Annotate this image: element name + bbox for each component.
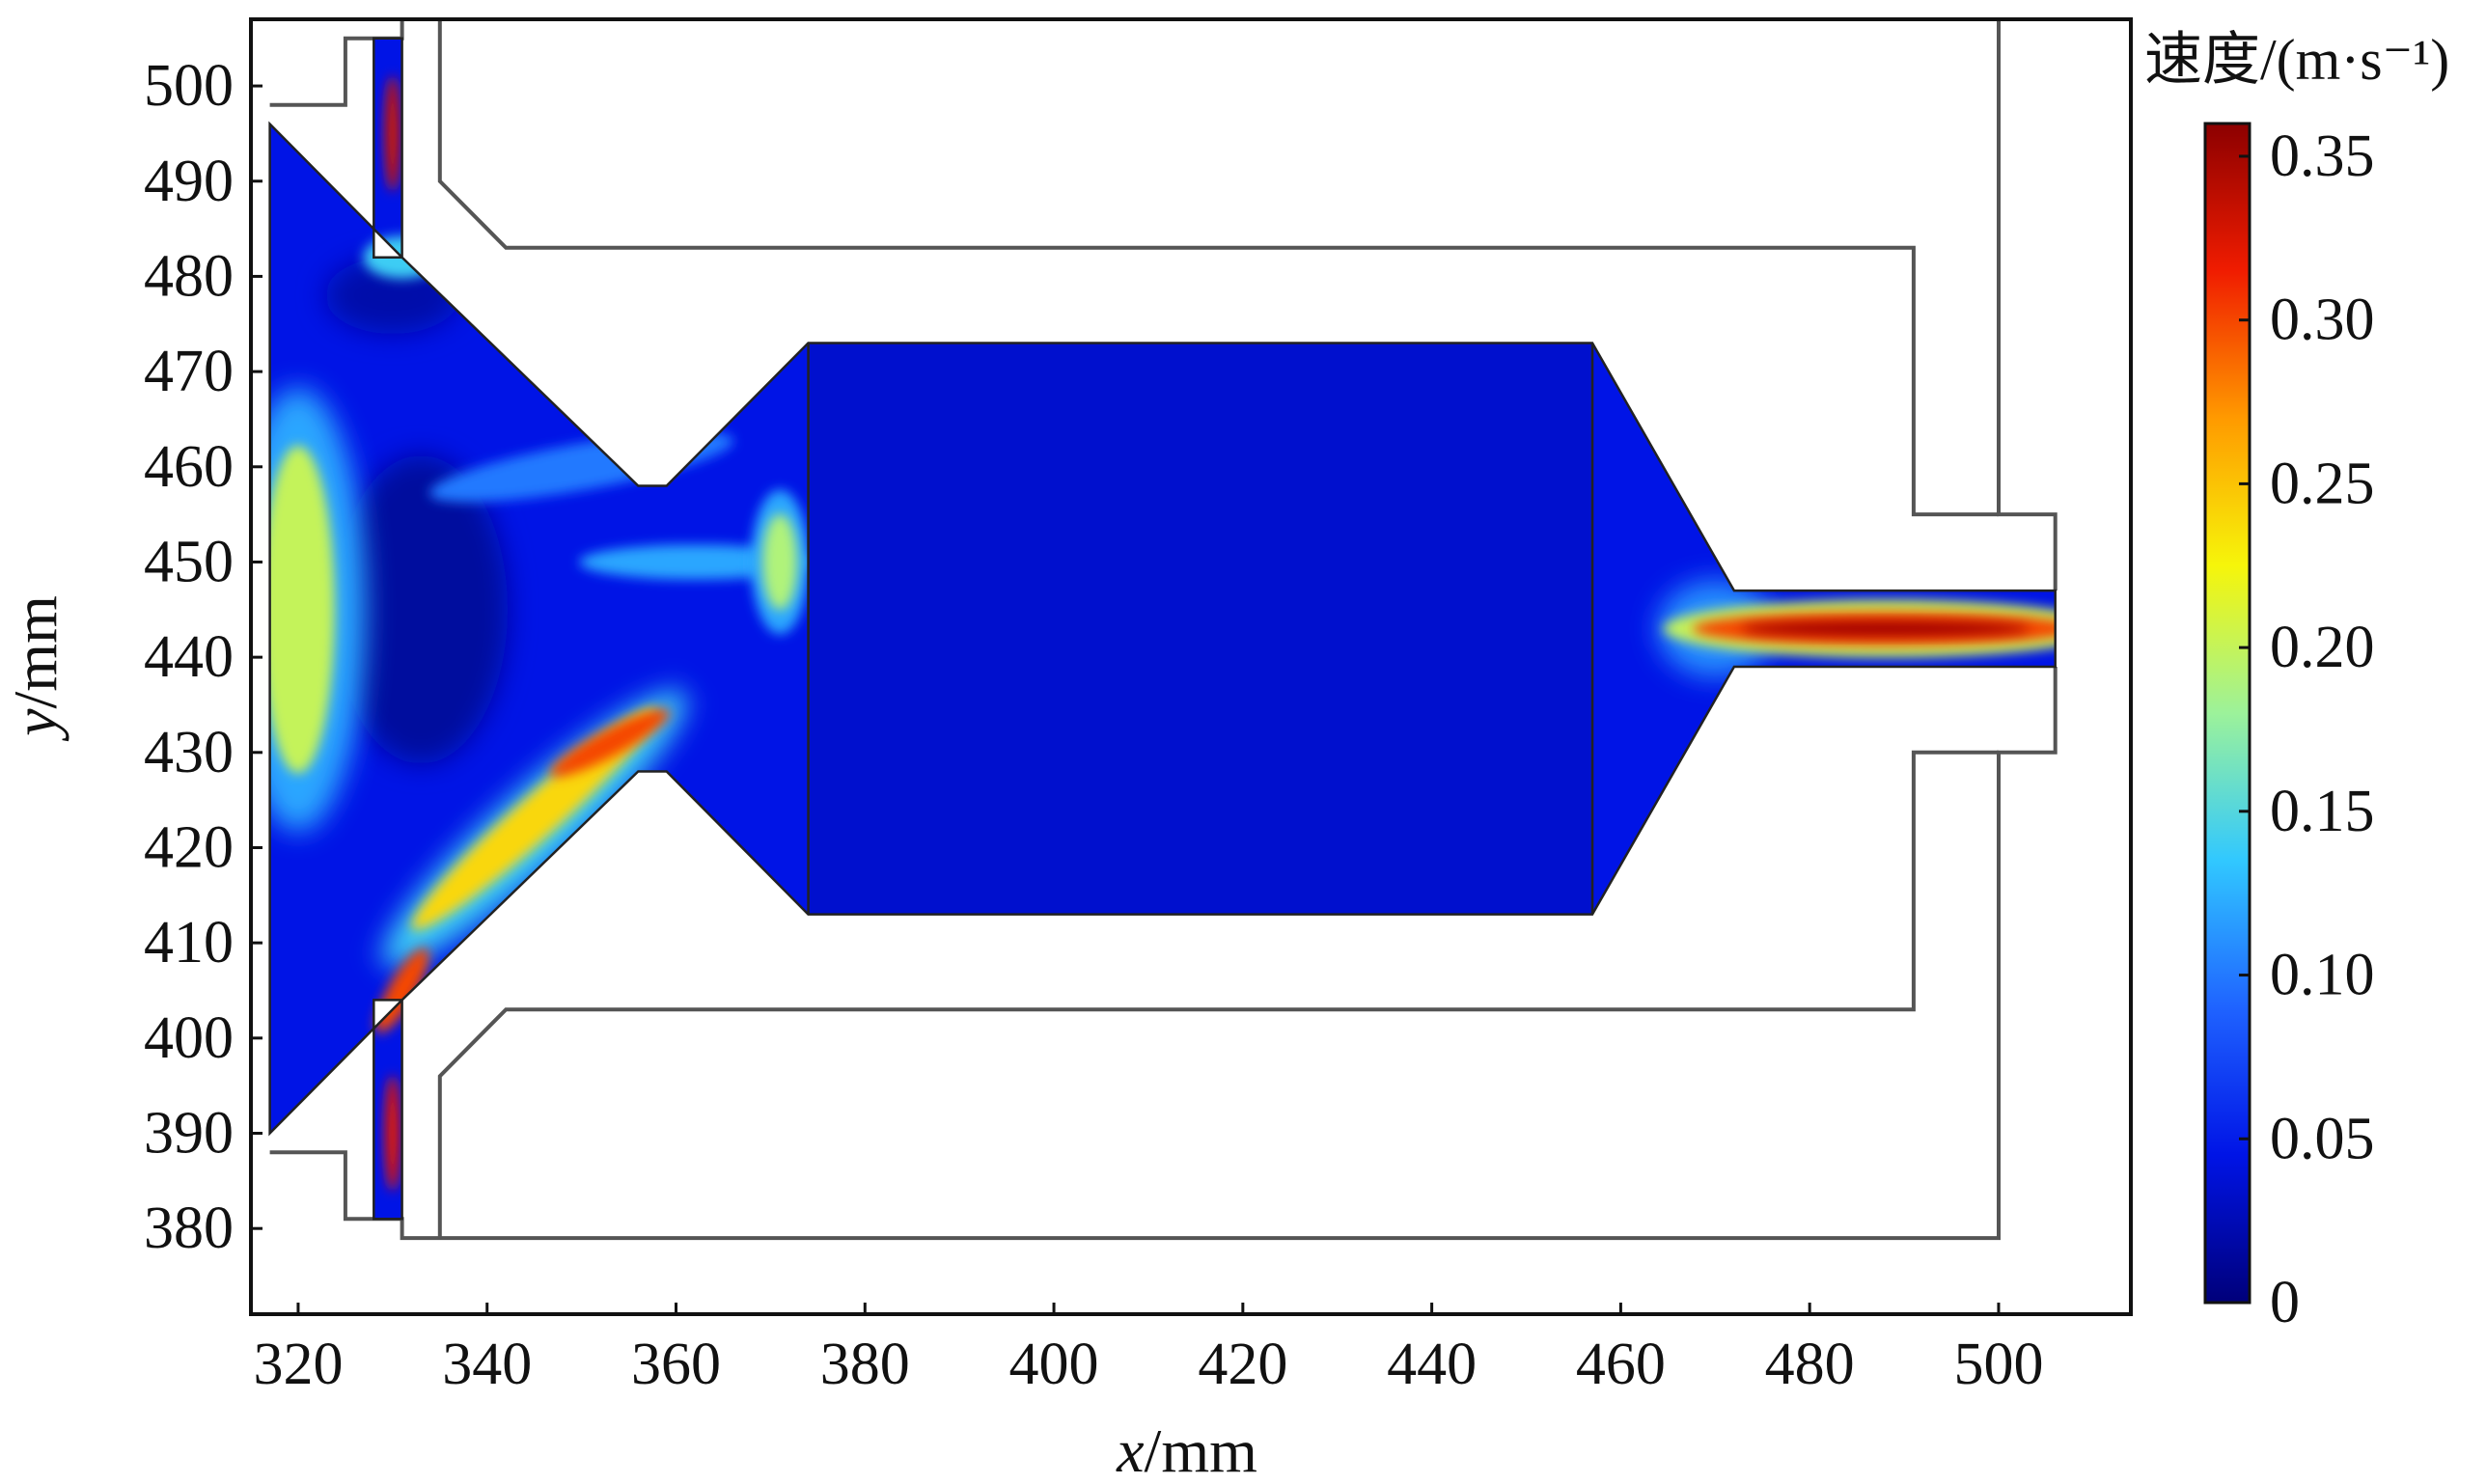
flow-left-wall-band-core <box>269 445 335 774</box>
colorbar-tick-label: 0.25 <box>2270 451 2375 516</box>
x-tick-label: 420 <box>1198 1332 1287 1397</box>
colorbar-title: 速度/(m·s⁻¹) <box>2144 28 2449 92</box>
colorbar-tick-label: 0.05 <box>2270 1106 2375 1171</box>
x-tick-label: 380 <box>820 1332 910 1397</box>
colorbar-tick-label: 0.20 <box>2270 615 2375 680</box>
colorbar-tick-label: 0.35 <box>2270 124 2375 189</box>
housing-upper-inner <box>437 19 1999 517</box>
flow-low-speed-core <box>334 454 509 764</box>
y-tick-label: 380 <box>144 1195 234 1261</box>
y-tick-label: 470 <box>144 339 234 404</box>
flow-filter-body <box>808 343 1593 915</box>
colorbar-ticks: 0 0.05 0.10 0.15 0.20 0.25 0.30 0.35 <box>2239 124 2375 1335</box>
y-tick-label: 480 <box>144 243 234 309</box>
housing-lower-inner <box>437 750 1999 1239</box>
flow-throat-lobe-core <box>762 513 798 611</box>
colorbar-tick-label: 0.15 <box>2270 779 2375 844</box>
housing-lower-outline <box>269 667 2058 1241</box>
x-tick-label: 460 <box>1576 1332 1666 1397</box>
x-axis: 320 340 360 380 400 420 440 460 480 500 <box>253 1303 2043 1397</box>
colorbar: 速度/(m·s⁻¹) 0 0.05 0.10 0.15 0.20 0.25 0.30 0.35 <box>2144 28 2449 1335</box>
y-axis-var: y <box>1 708 69 742</box>
housing-outline <box>269 19 2058 1241</box>
y-tick-label: 450 <box>144 529 234 594</box>
colorbar-tick-label: 0.30 <box>2270 288 2375 353</box>
flow-domain-outline <box>268 37 2057 1221</box>
y-tick-label: 500 <box>144 53 234 119</box>
colorbar-tick-label: 0 <box>2270 1270 2300 1335</box>
y-tick-label: 390 <box>144 1101 234 1167</box>
y-tick-label: 400 <box>144 1005 234 1071</box>
x-tick-label: 340 <box>442 1332 532 1397</box>
inlet-channel-edge <box>373 37 403 259</box>
flow-lower-jet-core <box>549 708 671 778</box>
housing-upper-outline <box>269 19 2058 591</box>
x-tick-label: 480 <box>1765 1332 1855 1397</box>
flow-lower-inlet-jet <box>384 1075 401 1192</box>
y-axis-title: y/mm <box>1 595 69 742</box>
y-tick-label: 440 <box>144 624 234 690</box>
plot-area <box>249 17 2133 1316</box>
plot-frame <box>249 17 2133 1316</box>
y-tick-label: 410 <box>144 910 234 976</box>
colorbar-ramp <box>2203 122 2251 1305</box>
flow-outlet-jet-core <box>1740 620 2030 637</box>
x-tick-label: 500 <box>1953 1332 2043 1397</box>
y-tick-label: 490 <box>144 149 234 214</box>
y-tick-label: 420 <box>144 814 234 880</box>
y-axis-unit: /mm <box>1 595 69 708</box>
y-tick-label: 430 <box>144 720 234 785</box>
flow-upper-inlet-jet <box>384 75 401 192</box>
colorbar-tick-label: 0.10 <box>2270 943 2375 1008</box>
y-tick-label: 460 <box>144 434 234 500</box>
x-axis-var: x <box>1116 1416 1144 1484</box>
x-axis-unit: /mm <box>1145 1416 1257 1484</box>
x-axis-title: x/mm <box>1116 1416 1257 1484</box>
inlet-channel-edge <box>373 999 403 1221</box>
x-tick-label: 400 <box>1009 1332 1099 1397</box>
x-tick-label: 320 <box>253 1332 343 1397</box>
x-tick-label: 360 <box>631 1332 721 1397</box>
y-axis: 380 390 400 410 420 430 440 450 460 470 480 490 500 <box>144 53 262 1261</box>
x-tick-label: 440 <box>1387 1332 1477 1397</box>
